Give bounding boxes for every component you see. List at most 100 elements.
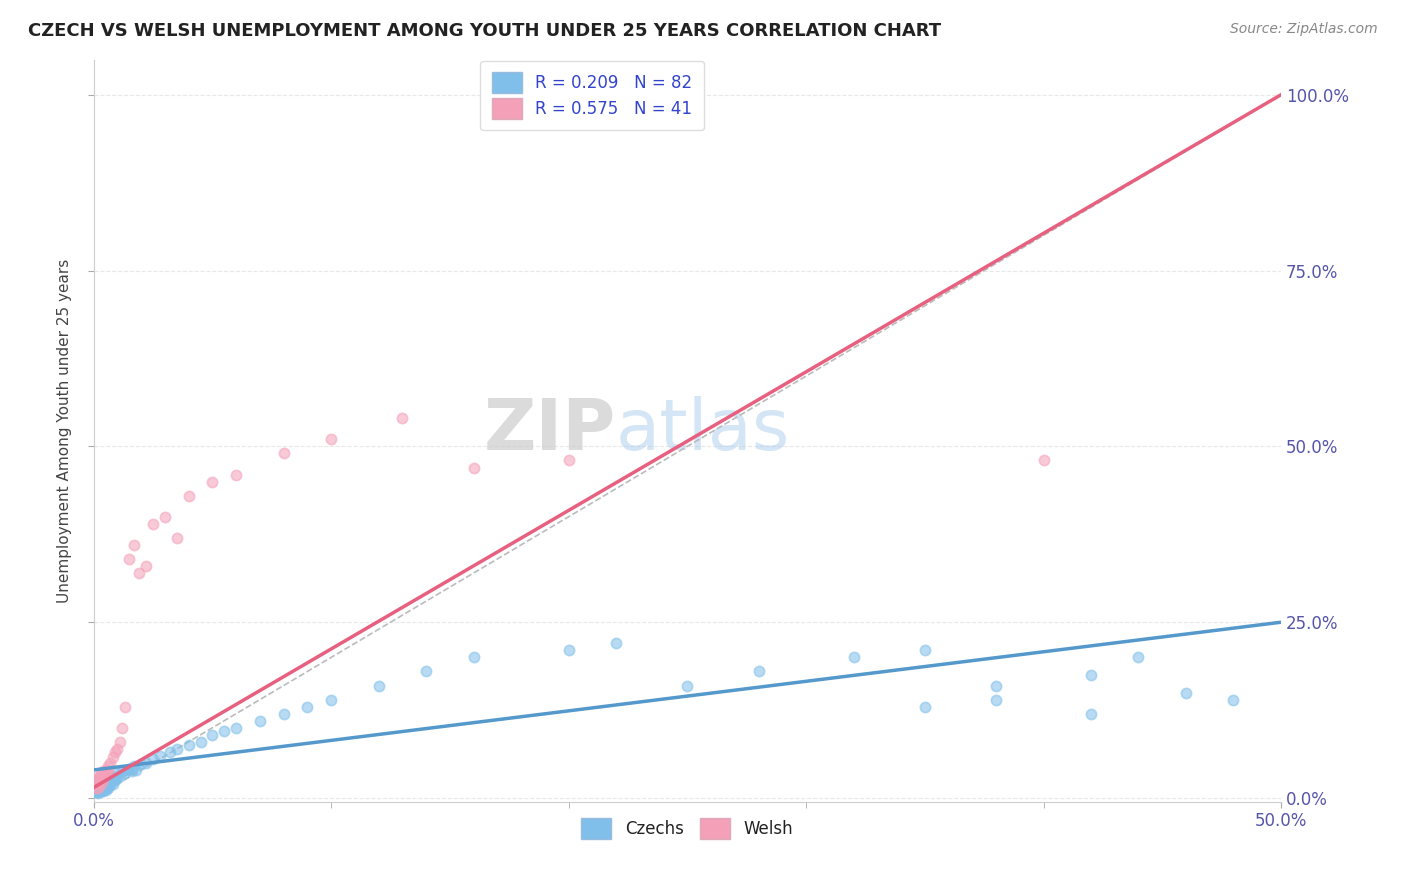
Point [87, 775, 110, 789]
Point [91, 764, 114, 779]
Point [225, 721, 247, 735]
Point [748, 665, 770, 679]
Point [84, 777, 107, 791]
Point [90, 773, 112, 788]
Point [91, 768, 114, 782]
Point [135, 756, 157, 770]
Text: ZIP: ZIP [484, 396, 616, 465]
Point [101, 750, 124, 764]
Point [90, 773, 112, 788]
Point [98, 775, 121, 789]
Point [91, 780, 114, 795]
Point [111, 721, 134, 735]
Point [1222, 692, 1244, 706]
Point [415, 665, 437, 679]
Point [84, 784, 107, 798]
Point [463, 650, 485, 665]
Text: CZECH VS WELSH UNEMPLOYMENT AMONG YOUTH UNDER 25 YEARS CORRELATION CHART: CZECH VS WELSH UNEMPLOYMENT AMONG YOUTH … [28, 22, 941, 40]
Point [84, 780, 107, 795]
Point [84, 773, 107, 788]
Point [101, 773, 124, 788]
Text: Source: ZipAtlas.com: Source: ZipAtlas.com [1230, 22, 1378, 37]
Point [135, 558, 157, 573]
Point [91, 784, 114, 798]
Point [122, 759, 145, 773]
Point [177, 489, 200, 503]
Point [121, 764, 143, 779]
Point [115, 763, 138, 777]
Point [90, 777, 112, 791]
Point [98, 778, 121, 792]
Point [87, 777, 110, 791]
Point [557, 643, 579, 657]
Point [201, 475, 224, 489]
Point [321, 433, 343, 447]
Point [90, 778, 112, 792]
Point [97, 773, 120, 788]
Point [463, 460, 485, 475]
Point [90, 780, 112, 795]
Point [101, 777, 124, 791]
Point [118, 552, 141, 566]
Point [91, 775, 114, 789]
Point [84, 777, 107, 791]
Point [104, 745, 127, 759]
Point [984, 692, 1007, 706]
Point [87, 784, 110, 798]
Point [153, 509, 176, 524]
Point [87, 778, 110, 792]
Point [557, 453, 579, 467]
Point [129, 757, 152, 772]
Point [111, 764, 134, 779]
Point [159, 745, 181, 759]
Point [87, 786, 110, 800]
Point [90, 770, 112, 784]
Point [142, 752, 165, 766]
Point [297, 699, 319, 714]
Point [128, 566, 150, 580]
Point [842, 650, 865, 665]
Point [104, 770, 127, 784]
Point [98, 756, 121, 770]
Point [94, 782, 117, 797]
Point [97, 777, 120, 791]
Point [190, 735, 212, 749]
Point [98, 772, 121, 786]
Point [90, 777, 112, 791]
Point [94, 763, 117, 777]
Point [94, 778, 117, 792]
Point [1080, 668, 1102, 682]
Point [87, 780, 110, 795]
Point [367, 679, 389, 693]
Point [87, 773, 110, 788]
Point [91, 782, 114, 797]
Point [97, 778, 120, 792]
Legend: Czechs, Welsh: Czechs, Welsh [575, 812, 800, 846]
Point [108, 768, 131, 782]
Point [107, 741, 129, 756]
Point [97, 759, 120, 773]
Point [84, 785, 107, 799]
Point [84, 773, 107, 788]
Point [87, 785, 110, 799]
Point [94, 773, 117, 788]
Point [114, 699, 136, 714]
Point [90, 766, 112, 780]
Point [273, 706, 295, 721]
Point [225, 467, 247, 482]
Point [87, 770, 110, 784]
Point [87, 780, 110, 795]
Y-axis label: Unemployment Among Youth under 25 years: Unemployment Among Youth under 25 years [58, 259, 72, 603]
Point [249, 714, 271, 728]
Point [94, 775, 117, 789]
Point [166, 741, 188, 756]
Point [676, 679, 699, 693]
Point [1128, 650, 1150, 665]
Point [1175, 685, 1198, 699]
Point [984, 679, 1007, 693]
Point [1080, 706, 1102, 721]
Point [321, 692, 343, 706]
Point [149, 748, 172, 763]
Point [107, 772, 129, 786]
Point [605, 636, 627, 650]
